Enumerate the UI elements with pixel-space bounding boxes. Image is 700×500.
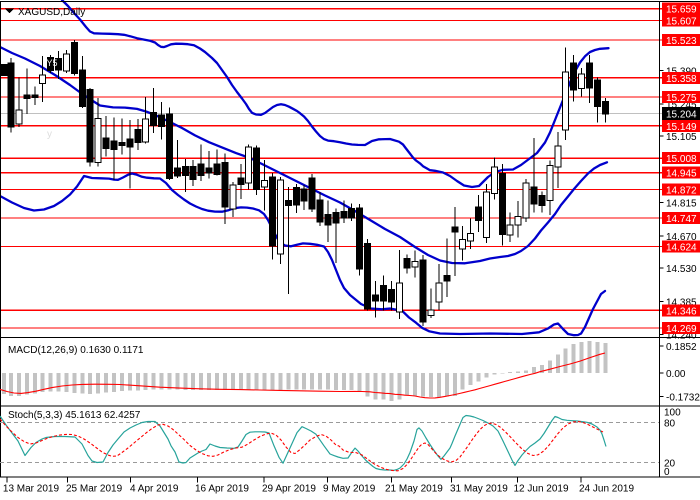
svg-text:15.358: 15.358 [666,74,697,85]
svg-text:14.240: 14.240 [666,331,697,342]
svg-text:14.269: 14.269 [666,324,697,335]
svg-text:12 Jun 2019: 12 Jun 2019 [514,484,569,495]
svg-text:100: 100 [664,408,681,419]
svg-text:14.530: 14.530 [666,264,697,275]
svg-text:0: 0 [664,467,670,478]
svg-text:15.523: 15.523 [666,36,697,47]
svg-text:Stoch(5,3,3) 45.1613 62.4257: Stoch(5,3,3) 45.1613 62.4257 [8,410,141,421]
svg-text:13 Mar 2019: 13 Mar 2019 [3,484,60,495]
svg-text:15.105: 15.105 [666,132,697,143]
svg-text:MACD(12,26,9) 0.1630 0.1171: MACD(12,26,9) 0.1630 0.1171 [8,345,144,356]
svg-text:15.659: 15.659 [666,5,697,16]
svg-text:15.245: 15.245 [666,100,697,111]
svg-text:14.346: 14.346 [666,306,697,317]
svg-text:15.149: 15.149 [666,122,697,133]
svg-text:21 May 2019: 21 May 2019 [385,484,443,495]
svg-text:0.00: 0.00 [666,369,686,380]
svg-text:9 May 2019: 9 May 2019 [323,484,376,495]
svg-text:14.815: 14.815 [666,199,697,210]
svg-text:29 Apr 2019: 29 Apr 2019 [262,484,316,495]
svg-text:15.607: 15.607 [666,17,697,28]
svg-text:0.1852: 0.1852 [666,342,697,353]
svg-text:14.385: 14.385 [666,297,697,308]
svg-text:14.945: 14.945 [666,169,697,180]
svg-text:14.624: 14.624 [666,242,697,253]
svg-text:15.204: 15.204 [666,109,697,120]
svg-text:14.670: 14.670 [666,232,697,243]
svg-text:Y5: Y5 [47,58,58,68]
svg-text:15.275: 15.275 [666,93,697,104]
svg-text:XAGUSD,Daily: XAGUSD,Daily [18,7,85,18]
svg-text:80: 80 [664,419,676,430]
svg-text:16 Apr 2019: 16 Apr 2019 [195,484,249,495]
svg-text:31 May 2019: 31 May 2019 [450,484,508,495]
svg-text:y: y [47,129,52,140]
svg-text:15.008: 15.008 [666,154,697,165]
svg-text:24 Jun 2019: 24 Jun 2019 [579,484,634,495]
svg-text:4 Apr 2019: 4 Apr 2019 [130,484,179,495]
svg-text:14.747: 14.747 [666,214,697,225]
svg-text:-0.1732: -0.1732 [666,392,700,403]
svg-text:25 Mar 2019: 25 Mar 2019 [66,484,123,495]
svg-text:14.872: 14.872 [666,185,697,196]
svg-text:20: 20 [664,459,676,470]
